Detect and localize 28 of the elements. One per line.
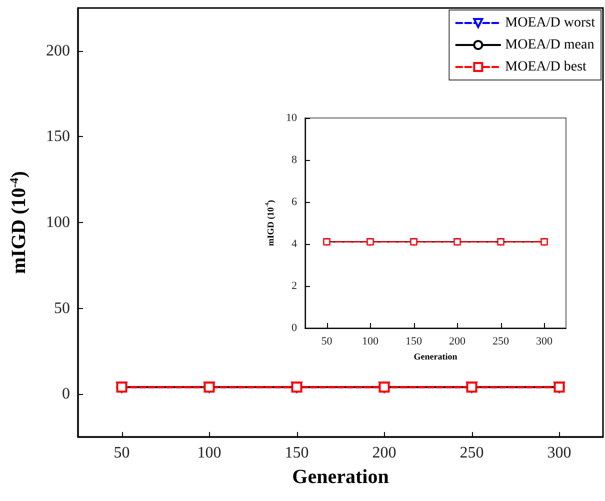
x-tick-label: 50 [321,336,333,348]
y-tick-label: 8 [292,154,298,166]
x-tick-label: 150 [406,336,422,348]
legend-label: MOEA/D best [505,60,587,74]
y-tick-label: 2 [292,280,297,292]
y-tick-label: 150 [46,128,70,146]
x-axis-title: Generation [414,351,458,362]
x-axis-title: Generation [292,466,389,488]
x-tick-label: 200 [449,336,466,348]
y-tick-label: 4 [292,238,298,250]
x-tick-label: 200 [372,444,396,462]
y-tick-label: 50 [54,300,70,317]
y-tick-label: 0 [292,322,298,334]
x-tick-label: 100 [362,336,379,348]
y-tick-label: 0 [62,386,70,403]
x-tick-label: 50 [114,444,130,462]
x-tick-label: 300 [536,336,553,348]
y-tick-label: 10 [286,112,298,124]
legend-label: MOEA/D worst [505,16,596,30]
x-tick-label: 250 [460,444,484,462]
x-tick-label: 250 [492,336,510,348]
x-tick-label: 300 [547,444,572,462]
legend-label: MOEA/D mean [505,38,594,52]
x-tick-label: 100 [197,444,222,462]
y-tick-label: 100 [46,214,70,231]
y-tick-label: 200 [46,42,70,60]
y-tick-label: 6 [292,196,298,208]
y-axis-title: mIGD (10-4) [7,171,30,274]
